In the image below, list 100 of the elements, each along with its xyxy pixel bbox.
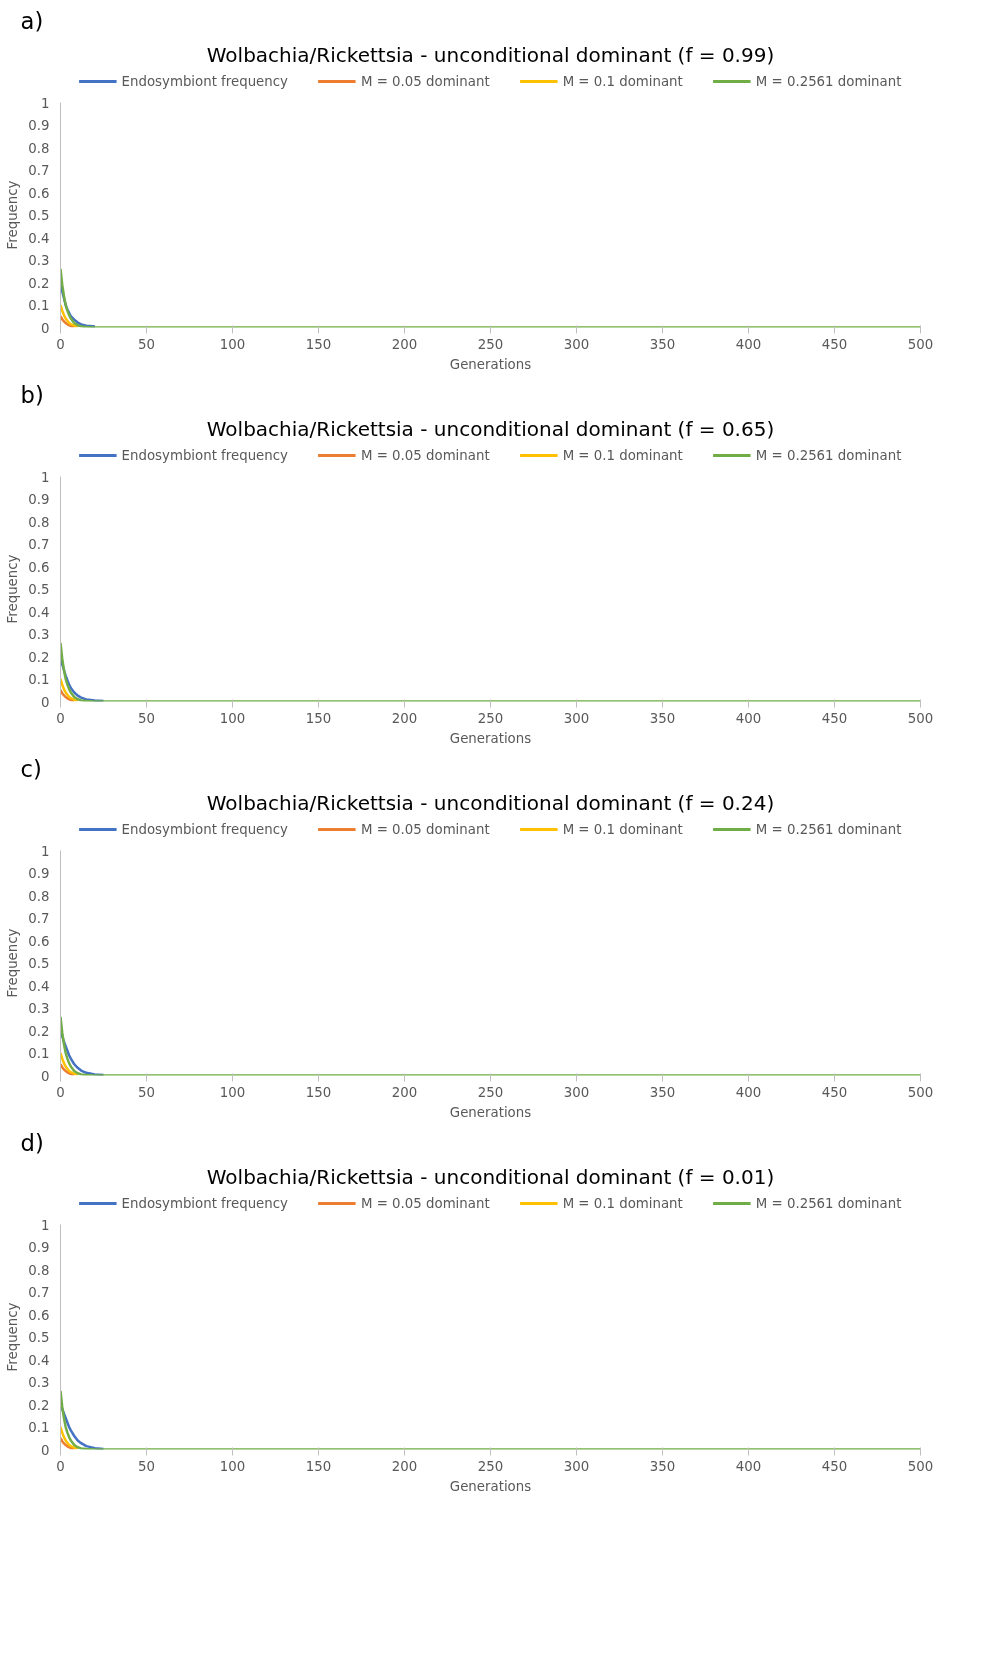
- y-tick-label: 0.3: [28, 627, 50, 642]
- x-tick-label: 500: [907, 710, 934, 726]
- y-tick-label: 0.5: [28, 208, 50, 223]
- x-axis-title: Generations: [449, 1478, 532, 1494]
- x-tick-label: 250: [477, 336, 504, 352]
- y-tick-label: 0.6: [28, 933, 50, 949]
- legend-label: Endosymbiont frequency: [121, 447, 288, 463]
- y-tick-label: 0.4: [28, 230, 50, 246]
- y-tick-label: 0.1: [28, 1046, 50, 1061]
- x-tick-label: 200: [391, 710, 418, 726]
- chart-title: Wolbachia/Rickettsia - unconditional dominant (f = 0.24): [206, 790, 775, 815]
- y-tick-label: 0.3: [28, 1375, 50, 1390]
- x-tick-label: 350: [649, 1084, 676, 1100]
- x-tick-label: 150: [305, 1084, 332, 1100]
- x-axis-title: Generations: [449, 356, 532, 372]
- y-tick-label: 0: [41, 1442, 50, 1458]
- x-tick-label: 450: [821, 336, 848, 352]
- x-tick-label: 400: [735, 336, 762, 352]
- legend-label: M = 0.05 dominant: [360, 1195, 490, 1211]
- x-axis-title: Generations: [449, 1104, 532, 1120]
- y-tick-label: 0.2: [28, 1023, 50, 1039]
- y-tick-label: 0.7: [28, 537, 50, 552]
- legend-label: M = 0.2561 dominant: [755, 73, 902, 89]
- y-tick-label: 0.9: [28, 492, 50, 507]
- x-tick-label: 100: [219, 710, 246, 726]
- legend-label: M = 0.05 dominant: [360, 447, 490, 463]
- y-tick-label: 0.4: [28, 1352, 50, 1368]
- legend-label: M = 0.05 dominant: [360, 73, 490, 89]
- y-tick-label: 0: [41, 320, 50, 336]
- x-tick-label: 300: [563, 710, 590, 726]
- x-tick-label: 200: [391, 1458, 418, 1474]
- y-tick-label: 0: [41, 694, 50, 710]
- y-tick-label: 0.7: [28, 911, 50, 926]
- x-tick-label: 250: [477, 1458, 504, 1474]
- text: a): [20, 7, 44, 34]
- chart-title: Wolbachia/Rickettsia - unconditional dominant (f = 0.99): [206, 42, 775, 67]
- y-axis-title: Frequency: [5, 180, 21, 250]
- legend-label: M = 0.1 dominant: [562, 73, 683, 89]
- text: d): [20, 1129, 44, 1156]
- y-axis-title: Frequency: [5, 928, 21, 998]
- x-tick-label: 500: [907, 1458, 934, 1474]
- legend-label: M = 0.05 dominant: [360, 821, 490, 837]
- y-tick-label: 1: [41, 469, 50, 485]
- y-tick-label: 0.3: [28, 253, 50, 268]
- y-tick-label: 0.5: [28, 956, 50, 971]
- x-axis-title: Generations: [449, 730, 532, 746]
- y-tick-label: 0.8: [28, 1262, 50, 1278]
- y-tick-label: 0.4: [28, 604, 50, 620]
- x-tick-label: 400: [735, 1084, 762, 1100]
- y-tick-label: 1: [41, 1217, 50, 1233]
- legend-label: Endosymbiont frequency: [121, 73, 288, 89]
- y-tick-label: 0.9: [28, 118, 50, 133]
- x-tick-label: 450: [821, 1084, 848, 1100]
- y-tick-label: 1: [41, 843, 50, 859]
- y-tick-label: 0.9: [28, 1240, 50, 1255]
- chart-title: Wolbachia/Rickettsia - unconditional dominant (f = 0.01): [206, 1164, 775, 1189]
- x-tick-label: 250: [477, 1084, 504, 1100]
- x-tick-label: 400: [735, 710, 762, 726]
- x-tick-label: 100: [219, 1458, 246, 1474]
- y-tick-label: 0.1: [28, 672, 50, 687]
- legend-label: M = 0.1 dominant: [562, 447, 683, 463]
- y-tick-label: 0.9: [28, 866, 50, 881]
- x-tick-label: 0: [56, 1458, 65, 1474]
- x-tick-label: 350: [649, 1458, 676, 1474]
- y-tick-label: 0.5: [28, 582, 50, 597]
- text: b): [20, 381, 44, 408]
- legend-label: Endosymbiont frequency: [121, 1195, 288, 1211]
- y-tick-label: 0.3: [28, 1001, 50, 1016]
- legend-label: M = 0.2561 dominant: [755, 1195, 902, 1211]
- x-tick-label: 100: [219, 336, 246, 352]
- x-tick-label: 450: [821, 710, 848, 726]
- x-tick-label: 150: [305, 710, 332, 726]
- y-tick-label: 0.8: [28, 514, 50, 530]
- x-tick-label: 50: [138, 710, 155, 726]
- legend-label: M = 0.1 dominant: [562, 1195, 683, 1211]
- x-tick-label: 0: [56, 710, 65, 726]
- y-tick-label: 0.6: [28, 185, 50, 201]
- legend-label: M = 0.1 dominant: [562, 821, 683, 837]
- y-tick-label: 1: [41, 95, 50, 111]
- y-tick-label: 0.8: [28, 888, 50, 904]
- x-tick-label: 0: [56, 1084, 65, 1100]
- x-tick-label: 500: [907, 1084, 934, 1100]
- y-tick-label: 0.7: [28, 163, 50, 178]
- y-tick-label: 0.2: [28, 1397, 50, 1413]
- y-axis-title: Frequency: [5, 1302, 21, 1372]
- y-tick-label: 0.5: [28, 1330, 50, 1345]
- x-tick-label: 400: [735, 1458, 762, 1474]
- x-tick-label: 350: [649, 336, 676, 352]
- chart-title: Wolbachia/Rickettsia - unconditional dominant (f = 0.65): [206, 416, 775, 441]
- y-tick-label: 0.7: [28, 1285, 50, 1300]
- y-tick-label: 0.8: [28, 140, 50, 156]
- legend-label: Endosymbiont frequency: [121, 821, 288, 837]
- x-tick-label: 300: [563, 336, 590, 352]
- y-tick-label: 0.1: [28, 298, 50, 313]
- x-tick-label: 250: [477, 710, 504, 726]
- x-tick-label: 0: [56, 336, 65, 352]
- y-tick-label: 0.6: [28, 1307, 50, 1323]
- text: c): [20, 755, 42, 782]
- legend-label: M = 0.2561 dominant: [755, 447, 902, 463]
- x-tick-label: 50: [138, 1458, 155, 1474]
